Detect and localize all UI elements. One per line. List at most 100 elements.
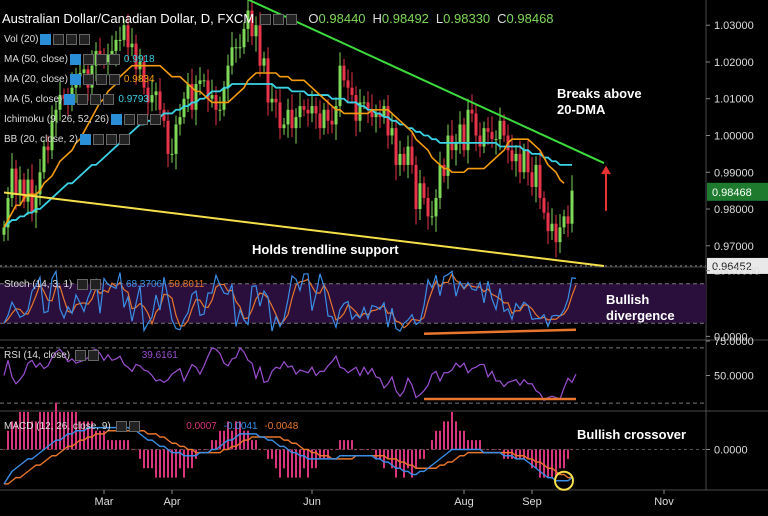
stoch-legend: Stoch (14, 3, 1) 68.3706 50.8011 (4, 279, 204, 290)
macd-histogram-bar (39, 412, 41, 450)
settings-icon[interactable] (77, 94, 89, 105)
candle (166, 109, 170, 168)
indicator-label[interactable]: MA (20, close) (4, 74, 68, 86)
candle (474, 104, 478, 151)
indicator-label[interactable]: BB (20, close, 2) (4, 134, 78, 146)
indicator-legend-row[interactable]: Vol (20) (4, 34, 91, 46)
indicator-legend-row[interactable]: MA (50, close) 0.9918 (4, 54, 155, 65)
close-icon[interactable] (150, 114, 162, 125)
macd-histogram-bar (159, 449, 161, 478)
candle (262, 51, 266, 73)
stoch-y-tick-label: 0.0000 (714, 331, 748, 343)
candle-body (174, 124, 178, 154)
settings-icon[interactable] (82, 74, 94, 85)
symbol-title[interactable]: Australian Dollar/Canadian Dollar, D, FX… (2, 11, 255, 26)
visibility-icon[interactable] (69, 54, 81, 65)
indicator-legend-row[interactable]: Ichimoku (9, 26, 52, 26) (4, 114, 162, 126)
add-icon[interactable] (95, 74, 107, 85)
candle (22, 172, 26, 209)
visibility-icon[interactable] (69, 74, 81, 85)
candle (158, 78, 162, 121)
indicator-legend-row[interactable]: BB (20, close, 2) (4, 134, 130, 145)
visibility-icon[interactable] (259, 14, 271, 26)
visibility-icon[interactable] (40, 34, 52, 45)
rsi-title[interactable]: RSI (14, close) (4, 350, 71, 362)
indicator-label[interactable]: Ichimoku (9, 26, 52, 26) (4, 114, 110, 126)
candle-body (218, 109, 222, 111)
macd-histogram-bar (331, 449, 333, 451)
visibility-icon[interactable] (64, 94, 76, 105)
x-tick-label: Nov (654, 496, 674, 508)
close-icon[interactable] (103, 94, 115, 105)
close-icon[interactable] (79, 34, 91, 45)
candle-body (234, 47, 238, 49)
indicator-label[interactable]: Vol (20) (4, 34, 39, 46)
settings-icon[interactable] (53, 34, 65, 45)
candle (250, 0, 254, 46)
annotation-breaks-above-line1: Breaks above (557, 86, 642, 101)
candle-body (550, 223, 554, 232)
macd-histogram-bar (427, 449, 429, 451)
settings-icon[interactable] (92, 134, 104, 145)
indicator-legend-row[interactable]: MA (20, close) 0.9834 (4, 74, 155, 85)
macd-histogram-bar (555, 449, 557, 478)
close-icon[interactable] (108, 74, 120, 85)
settings-icon[interactable] (77, 279, 89, 290)
macd-histogram-bar (467, 440, 469, 450)
candle (278, 89, 282, 140)
close-icon[interactable] (108, 54, 120, 65)
indicator-label[interactable]: MA (5, close) (4, 94, 63, 106)
add-icon[interactable] (105, 134, 117, 145)
candle (558, 214, 562, 254)
add-icon[interactable] (90, 94, 102, 105)
candle-body (150, 95, 154, 103)
add-icon[interactable] (137, 114, 149, 125)
macd-histogram-bar (551, 449, 553, 478)
candle-body (418, 183, 422, 210)
breakout-arrow-head (601, 165, 611, 175)
macd-histogram-bar (443, 421, 445, 450)
indicator-label[interactable]: MA (50, close) (4, 54, 68, 66)
candle-body (82, 69, 86, 74)
settings-icon[interactable] (124, 114, 136, 125)
settings-icon[interactable] (115, 421, 127, 432)
close-icon[interactable] (128, 421, 140, 432)
macd-title[interactable]: MACD (12, 26, close, 9) (4, 421, 111, 433)
add-icon[interactable] (66, 34, 78, 45)
grid (0, 0, 768, 491)
candle-body (434, 197, 438, 217)
close-icon[interactable] (90, 279, 102, 290)
macd-histogram-bar (259, 449, 261, 451)
candle (106, 43, 110, 76)
indicator-legend-row[interactable]: MA (5, close) 0.9793 (4, 94, 149, 105)
settings-icon[interactable] (82, 54, 94, 65)
candle (134, 34, 138, 85)
close-icon[interactable] (87, 350, 99, 361)
macd-histogram-bar (359, 449, 361, 451)
indicator-value: 0.9918 (123, 54, 155, 66)
macd-histogram-bar (143, 449, 145, 469)
settings-icon[interactable] (74, 350, 86, 361)
candle (170, 138, 174, 163)
macd-histogram-bar (431, 440, 433, 450)
candle (38, 159, 42, 206)
macd-histogram-bar (395, 449, 397, 478)
visibility-icon[interactable] (79, 134, 91, 145)
close-icon[interactable] (118, 134, 130, 145)
add-icon[interactable] (95, 54, 107, 65)
candle (282, 117, 286, 135)
macd-histogram-bar (323, 449, 325, 459)
candle-body (178, 117, 182, 125)
macd-histogram-bar (403, 449, 405, 478)
candle-body (266, 58, 270, 103)
visibility-icon[interactable] (111, 114, 123, 125)
macd-histogram-bar (107, 440, 109, 450)
close-icon[interactable] (285, 14, 297, 26)
settings-icon[interactable] (272, 14, 284, 26)
candle (146, 76, 150, 116)
candle (570, 175, 574, 233)
stoch-title[interactable]: Stoch (14, 3, 1) (4, 279, 73, 291)
macd-histogram-bar (355, 449, 357, 451)
